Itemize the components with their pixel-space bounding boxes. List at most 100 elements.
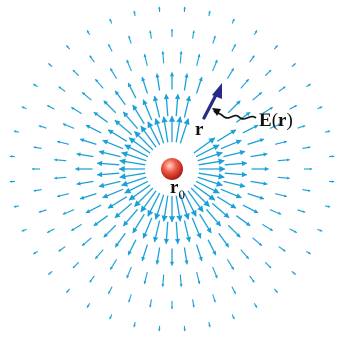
field-arrow-head — [233, 43, 236, 47]
field-arrow — [183, 95, 191, 118]
field-arrow-head — [278, 123, 282, 127]
field-arrow-head — [118, 165, 125, 173]
field-arrow — [212, 59, 218, 72]
field-arrow-head — [197, 280, 201, 285]
field-arrow — [231, 18, 235, 24]
field-arrow — [249, 55, 255, 63]
field-arrow — [252, 91, 263, 101]
field-arrow — [109, 314, 113, 320]
field-arrow-head — [79, 138, 85, 143]
field-arrow — [143, 271, 148, 285]
field-arrow-head — [268, 265, 272, 269]
field-arrow-head — [278, 211, 282, 215]
field-arrow-head — [239, 150, 246, 156]
field-arrow-head — [212, 144, 220, 151]
field-arrow-head — [258, 92, 263, 96]
field-arrow-head — [161, 283, 165, 288]
field-arrow — [33, 83, 38, 88]
field-arrow-head — [66, 290, 69, 293]
field-arrow — [328, 180, 335, 183]
field-arrow — [56, 193, 70, 198]
field-arrow-head — [218, 158, 225, 165]
field-arrow-head — [309, 167, 313, 171]
field-arrow — [218, 232, 230, 248]
field-arrow-head — [235, 193, 242, 199]
field-arrow-head — [31, 167, 35, 171]
field-arrow — [107, 43, 113, 52]
field-arrow — [183, 192, 197, 217]
field-arrow — [269, 209, 282, 215]
field-arrow — [211, 202, 230, 219]
field-arrow-head — [128, 82, 132, 88]
field-arrow-head — [212, 250, 216, 256]
field-arrow-head — [245, 221, 251, 226]
field-arrow — [133, 10, 136, 17]
field-arrow-head — [161, 50, 165, 55]
field-arrow — [66, 45, 71, 50]
field-arrow-head — [232, 316, 235, 320]
field-arrow-head — [254, 30, 258, 33]
field-arrow — [192, 299, 195, 308]
field-arrow-head — [283, 140, 288, 144]
field-arrow-head — [268, 69, 272, 73]
field-arrow-head — [158, 6, 161, 10]
field-arrow-head — [103, 100, 108, 105]
field-arrow — [174, 221, 181, 245]
field-arrow-head — [174, 93, 181, 100]
field-arrow — [220, 139, 242, 150]
field-arrow-head — [168, 115, 176, 122]
field-arrow-head — [53, 176, 58, 180]
field-arrow — [324, 205, 331, 208]
field-arrow-head — [264, 166, 269, 172]
field-arrow-head — [231, 266, 234, 270]
field-arrow-head — [86, 30, 90, 33]
field-arrow-head — [263, 152, 268, 157]
field-arrow — [94, 249, 104, 260]
source-point-r: r — [170, 177, 179, 198]
field-arrow-head — [293, 63, 296, 66]
field-arrow — [193, 137, 216, 154]
field-arrow — [264, 261, 272, 269]
field-arrow — [277, 176, 291, 180]
field-arrow-head — [33, 146, 37, 149]
field-arrow — [289, 228, 298, 234]
field-arrow — [119, 158, 146, 166]
field-arg: r — [278, 110, 287, 131]
field-arrow — [191, 217, 202, 239]
field-arrow — [273, 45, 278, 50]
field-arrow-head — [275, 290, 278, 293]
field-arrow — [102, 188, 124, 199]
field-arrow — [179, 274, 183, 288]
field-arrow-head — [110, 68, 113, 72]
field-arrow — [85, 124, 102, 134]
field-arrow — [264, 69, 272, 77]
field-arrow — [231, 286, 237, 295]
field-arrow — [302, 189, 311, 192]
field-arrow — [183, 220, 191, 243]
field-arrow — [107, 129, 128, 142]
field-arrow-head — [308, 251, 311, 255]
field-arrow-head — [307, 146, 311, 149]
field-arrow — [274, 140, 288, 145]
field-arrow-head — [123, 111, 129, 118]
field-arrow-head — [124, 144, 132, 151]
field-arrow — [86, 303, 91, 308]
field-arrow — [76, 152, 94, 158]
field-arrow-head — [134, 131, 141, 138]
field-arrow — [168, 115, 176, 142]
field-arrow-head — [245, 78, 249, 83]
field-arrow-head — [93, 221, 99, 226]
field-arrow-head — [76, 152, 81, 157]
field-arrow-head — [190, 209, 197, 217]
field-arrow — [247, 192, 265, 200]
field-arrow — [195, 180, 220, 194]
field-arrow — [122, 208, 139, 227]
field-arrow-head — [62, 123, 66, 127]
field-arrow — [297, 209, 306, 213]
field-arrow — [170, 28, 174, 37]
field-arrow-head — [53, 158, 58, 162]
field-arrow — [13, 205, 20, 208]
field-arrow — [98, 180, 121, 188]
field-arrow-head — [38, 210, 42, 213]
field-arrow-head — [13, 205, 17, 208]
